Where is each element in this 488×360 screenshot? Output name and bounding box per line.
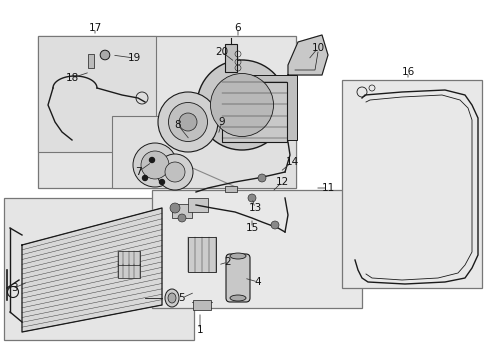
FancyBboxPatch shape [38, 36, 156, 152]
Ellipse shape [229, 253, 245, 259]
Text: 11: 11 [321, 183, 334, 193]
Circle shape [159, 180, 164, 184]
Polygon shape [287, 35, 327, 75]
FancyBboxPatch shape [112, 116, 295, 188]
Circle shape [157, 154, 193, 190]
Circle shape [142, 175, 147, 180]
FancyBboxPatch shape [88, 54, 94, 68]
FancyBboxPatch shape [4, 198, 194, 340]
FancyBboxPatch shape [118, 251, 140, 265]
Circle shape [247, 194, 256, 202]
Text: 17: 17 [88, 23, 102, 33]
FancyBboxPatch shape [341, 80, 481, 288]
Circle shape [100, 50, 110, 60]
Ellipse shape [164, 289, 179, 307]
Text: 9: 9 [218, 117, 225, 127]
Text: 7: 7 [134, 167, 141, 177]
Ellipse shape [168, 293, 176, 303]
Circle shape [258, 174, 265, 182]
Text: 18: 18 [65, 73, 79, 83]
Circle shape [197, 60, 286, 150]
Text: 13: 13 [248, 203, 261, 213]
Text: 2: 2 [224, 257, 231, 267]
Text: 3: 3 [11, 283, 17, 293]
FancyBboxPatch shape [193, 300, 210, 310]
Text: 15: 15 [245, 223, 258, 233]
Text: 16: 16 [401, 67, 414, 77]
Circle shape [210, 73, 273, 136]
FancyBboxPatch shape [187, 237, 216, 272]
Circle shape [158, 92, 218, 152]
Text: 19: 19 [127, 53, 141, 63]
Text: 6: 6 [234, 23, 241, 33]
Text: 10: 10 [311, 43, 324, 53]
Circle shape [168, 103, 207, 141]
Text: 12: 12 [275, 177, 288, 187]
FancyBboxPatch shape [172, 204, 192, 218]
Text: 14: 14 [285, 157, 298, 167]
Circle shape [270, 221, 279, 229]
Text: 5: 5 [178, 293, 185, 303]
Circle shape [178, 214, 185, 222]
FancyBboxPatch shape [152, 190, 361, 308]
Circle shape [179, 113, 197, 131]
Polygon shape [22, 208, 162, 332]
FancyBboxPatch shape [187, 198, 207, 212]
FancyBboxPatch shape [224, 186, 237, 192]
Circle shape [141, 151, 169, 179]
FancyBboxPatch shape [222, 82, 286, 142]
Circle shape [164, 162, 184, 182]
FancyBboxPatch shape [38, 36, 295, 188]
FancyBboxPatch shape [231, 60, 244, 98]
Ellipse shape [229, 295, 245, 301]
Circle shape [133, 143, 177, 187]
FancyBboxPatch shape [225, 254, 249, 302]
Text: 20: 20 [215, 47, 228, 57]
FancyBboxPatch shape [118, 264, 140, 278]
FancyBboxPatch shape [242, 75, 296, 140]
Text: 1: 1 [196, 325, 203, 335]
Text: 8: 8 [174, 120, 181, 130]
Circle shape [149, 158, 154, 162]
Text: 4: 4 [254, 277, 261, 287]
Circle shape [170, 203, 180, 213]
FancyBboxPatch shape [224, 44, 237, 72]
